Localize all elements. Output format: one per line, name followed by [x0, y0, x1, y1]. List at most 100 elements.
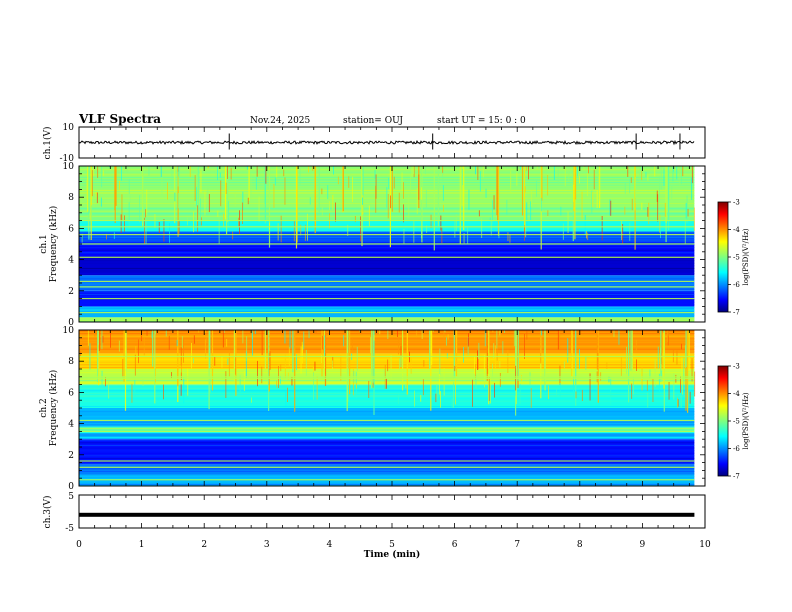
x-tick-label: 9	[640, 540, 646, 550]
spec-burst	[98, 330, 100, 386]
spec-speckle	[238, 217, 239, 227]
colorbar-tick-label: -7	[733, 309, 740, 317]
spec-speckle	[567, 211, 569, 234]
spec-speckle	[205, 339, 206, 359]
spec-burst	[668, 166, 670, 230]
spec-speckle	[390, 195, 391, 209]
spec-speckle	[596, 190, 598, 208]
spec-burst	[687, 330, 689, 413]
spec-speckle	[393, 176, 395, 189]
spec-speckle	[354, 216, 356, 223]
spec-speckle	[591, 190, 593, 214]
spec-texture-row	[79, 374, 695, 376]
spec-texture-row	[79, 351, 695, 353]
spec-speckle	[158, 221, 160, 233]
spec-texture-row	[79, 390, 695, 392]
spec-speckle	[408, 194, 410, 219]
y-tick-label: 10	[63, 162, 75, 172]
spec-speckle	[80, 351, 82, 357]
spec-speckle	[246, 166, 248, 170]
spec-texture-row	[79, 421, 695, 423]
spec-speckle	[414, 390, 415, 407]
spec-speckle	[513, 330, 515, 347]
spec-speckle	[462, 169, 463, 186]
ch2-spec-ylabel-freq: Frequency (kHz)	[48, 370, 59, 447]
spec-speckle	[528, 166, 529, 180]
spec-speckle	[646, 380, 648, 391]
spec-texture-row	[79, 403, 695, 405]
x-tick-label: 0	[76, 540, 82, 550]
spec-burst	[461, 166, 463, 206]
spec-texture-row	[79, 457, 695, 459]
spec-tone-line	[79, 479, 695, 481]
spec-speckle	[146, 330, 148, 336]
spec-texture-row	[79, 437, 695, 439]
spec-speckle	[634, 179, 636, 204]
spec-speckle	[403, 228, 405, 244]
spec-speckle	[572, 184, 574, 202]
spec-speckle	[256, 166, 258, 177]
spec-speckle	[441, 227, 443, 243]
spec-burst	[391, 166, 393, 212]
spec-speckle	[664, 202, 666, 217]
spec-speckle	[667, 330, 669, 346]
spec-speckle	[106, 233, 107, 240]
spec-speckle	[622, 224, 624, 244]
spec-speckle	[234, 191, 236, 206]
spec-speckle	[261, 366, 263, 384]
spec-speckle	[178, 193, 179, 209]
spec-speckle	[105, 377, 106, 387]
spec-speckle	[483, 354, 485, 380]
spec-speckle	[99, 166, 101, 172]
spec-texture-row	[79, 228, 695, 230]
spec-speckle	[208, 194, 210, 213]
spec-speckle	[419, 173, 421, 192]
y-tick-label: 6	[68, 224, 74, 234]
spec-speckle	[475, 375, 477, 389]
spec-speckle	[161, 174, 163, 197]
spec-speckle	[359, 330, 361, 332]
spec-speckle	[403, 204, 404, 223]
spec-texture-row	[79, 262, 695, 264]
spec-speckle	[251, 330, 253, 339]
spec-speckle	[493, 195, 495, 210]
spec-burst	[430, 330, 432, 411]
spec-texture-row	[79, 247, 695, 249]
spec-speckle	[214, 356, 216, 366]
spec-tone-line	[79, 220, 695, 222]
spec-speckle	[351, 337, 353, 351]
spec-speckle	[630, 177, 632, 183]
x-tick-label: 10	[699, 540, 711, 550]
spec-speckle	[510, 171, 512, 189]
spec-speckle	[440, 391, 441, 408]
spec-speckle	[97, 166, 99, 178]
spec-speckle	[110, 332, 111, 348]
spec-texture-row	[79, 260, 695, 262]
spec-burst	[599, 166, 601, 208]
spec-speckle	[626, 346, 627, 374]
spec-speckle	[467, 337, 469, 347]
spec-speckle	[435, 393, 437, 403]
spec-speckle	[524, 186, 526, 193]
spec-speckle	[375, 185, 377, 213]
spec-burst	[324, 330, 327, 386]
spec-speckle	[676, 350, 678, 365]
spec-speckle	[663, 168, 665, 186]
colorbar-tick-label: -5	[733, 418, 740, 426]
spec-speckle	[519, 166, 521, 170]
spec-burst	[292, 330, 294, 373]
spec-speckle	[499, 373, 501, 387]
spec-speckle	[524, 225, 525, 241]
spec-speckle	[447, 334, 449, 340]
spec-speckle	[283, 169, 285, 177]
spec-speckle	[652, 379, 654, 402]
spec-speckle	[181, 359, 182, 377]
spec-speckle	[388, 177, 390, 190]
spec-speckle	[122, 358, 124, 378]
spec-speckle	[547, 175, 549, 196]
spec-speckle	[493, 343, 495, 359]
spec-burst	[87, 166, 89, 212]
spec-speckle	[423, 360, 425, 367]
spec-speckle	[442, 166, 444, 174]
ch1-waveform-panel: 10 -10 ch.1(V)	[42, 123, 706, 164]
